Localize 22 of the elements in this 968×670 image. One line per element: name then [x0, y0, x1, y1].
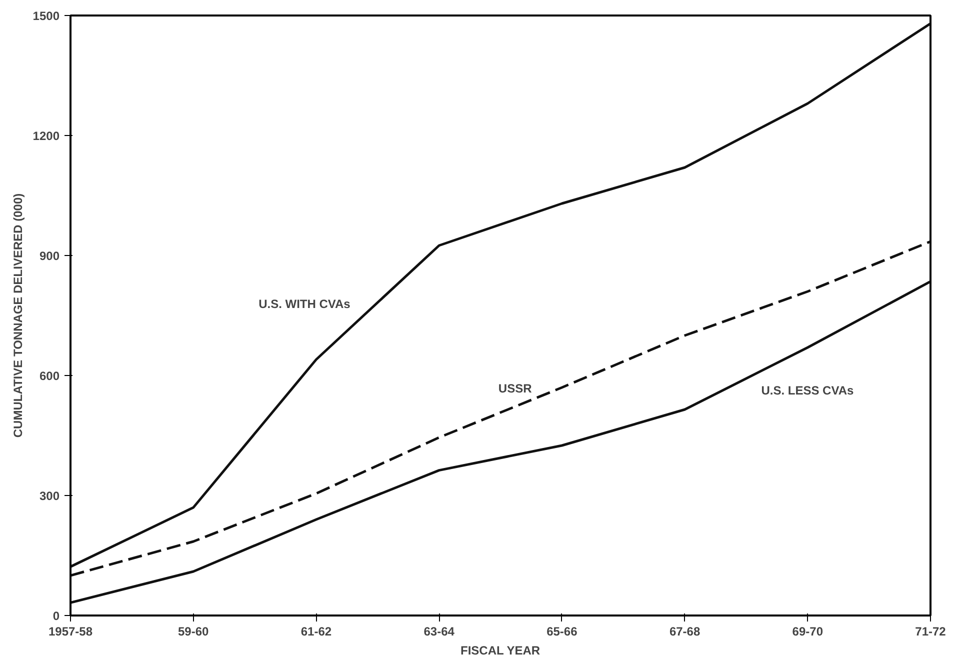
y-tick-label: 1500: [32, 9, 60, 23]
x-tick-label: 69-70: [792, 624, 824, 638]
x-tick-label: 67-68: [669, 624, 700, 638]
y-axis-title: CUMULATIVE TONNAGE DELIVERED (000): [10, 193, 25, 438]
x-axis-title: FISCAL YEAR: [460, 644, 540, 658]
y-tick-label: 1200: [32, 129, 60, 143]
line-series: [70, 240, 930, 577]
y-tick-label: 600: [39, 369, 60, 383]
x-tick-label: 63-64: [424, 624, 455, 638]
x-tick-label: 61-62: [300, 624, 332, 638]
series-label: USSR: [498, 382, 532, 396]
x-tick-label: 1957-58: [48, 624, 93, 638]
series-label: U.S. WITH CVAs: [258, 296, 351, 311]
line-series: [70, 22, 930, 568]
y-tick-label: 300: [39, 489, 60, 503]
x-tick-label: 71-72: [915, 624, 946, 638]
x-tick-label: 59-60: [178, 624, 210, 638]
y-tick-label: 900: [39, 249, 60, 263]
x-tick-label: 65-66: [546, 624, 578, 638]
y-tick-label: 0: [52, 609, 60, 623]
series-label: U.S. LESS CVAs: [761, 384, 854, 398]
line-series: [70, 280, 930, 604]
